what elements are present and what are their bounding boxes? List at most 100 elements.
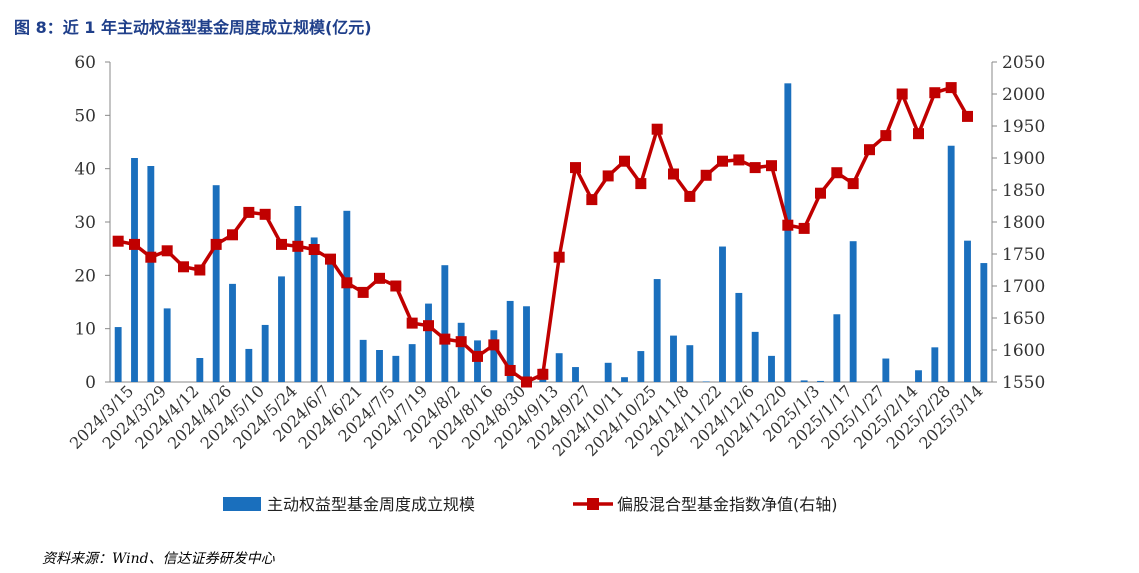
line-point [962, 110, 973, 122]
line-point [504, 364, 516, 376]
line-point [357, 286, 369, 298]
line-point [145, 251, 157, 263]
legend-line-label: 偏股混合型基金指数净值(右轴) [617, 495, 838, 514]
line-point [341, 277, 353, 289]
bar [686, 345, 694, 382]
bar [425, 303, 432, 382]
bar [294, 206, 302, 382]
bar [555, 353, 563, 382]
line-point [276, 238, 287, 250]
line-point [227, 229, 238, 241]
bar [800, 380, 808, 382]
bar [245, 348, 253, 382]
bar [572, 367, 579, 382]
bar [490, 330, 498, 382]
bar [947, 145, 955, 382]
bar [915, 370, 922, 382]
bar [441, 265, 449, 382]
bar [343, 210, 351, 382]
bar [833, 314, 841, 382]
line-point [831, 167, 843, 179]
bar [114, 327, 122, 382]
bar [882, 358, 890, 382]
line-point [798, 222, 810, 234]
right-axis-tick-label: 1900 [1002, 149, 1045, 169]
right-axis-tick-label: 2000 [1002, 85, 1045, 105]
legend-bar-swatch [223, 497, 261, 511]
line-point [570, 162, 581, 174]
x-axis-ticks: 2024/3/152024/3/292024/4/122024/4/262024… [66, 381, 987, 460]
left-axis-tick-label: 50 [74, 106, 96, 126]
bar [702, 381, 710, 382]
line-point [537, 368, 549, 380]
bar [196, 358, 204, 382]
line-point [749, 162, 761, 174]
source-note: 资料来源：Wind、信达证券研发中心 [42, 551, 275, 567]
line-point [700, 169, 712, 181]
line-point [896, 88, 908, 100]
axes: 0 10 20 30 40 50 60 1550 1600 1650 1700 1750 1800 185… [74, 53, 1045, 393]
bar [604, 362, 612, 382]
line-point [439, 333, 451, 345]
bar [817, 380, 824, 382]
chart-title: 图 8：近 1 年主动权益型基金周度成立规模(亿元) [14, 18, 372, 37]
bar [327, 262, 334, 382]
line-point [945, 82, 957, 94]
bar [719, 246, 726, 382]
bar [931, 347, 939, 382]
bar [163, 308, 171, 382]
line-point [374, 272, 385, 284]
bar [735, 292, 743, 382]
bar [457, 322, 465, 382]
line-point [129, 238, 140, 250]
line-point [864, 144, 875, 156]
line-point [602, 170, 614, 182]
right-axis-tick-label: 1600 [1002, 341, 1045, 361]
legend-line-marker [587, 498, 599, 510]
line-point [194, 264, 206, 276]
line-point [635, 178, 647, 190]
line-point [243, 206, 255, 218]
right-axis-tick-label: 1550 [1002, 373, 1045, 393]
line-point [292, 240, 304, 252]
legend-bar-label: 主动权益型基金周度成立规模 [267, 495, 475, 514]
bar [408, 344, 416, 382]
left-axis-tick-label: 10 [74, 320, 96, 340]
line-point [259, 208, 271, 220]
line-point [684, 190, 696, 202]
line-point [308, 244, 320, 256]
bar [147, 166, 155, 382]
line-point [586, 194, 598, 206]
bar [980, 263, 988, 382]
line-point [815, 187, 826, 199]
bar [278, 276, 285, 382]
right-axis-tick-label: 2050 [1002, 53, 1045, 73]
bar [621, 377, 628, 382]
bar-series [114, 83, 988, 382]
right-axis-tick-label: 1800 [1002, 213, 1045, 233]
bar [653, 279, 661, 382]
bar [849, 241, 857, 382]
line-series [112, 82, 973, 388]
line-point [210, 238, 222, 250]
bar [751, 331, 759, 382]
bar [131, 158, 138, 382]
bar [359, 339, 367, 382]
bar [768, 355, 775, 382]
bar [506, 300, 514, 382]
bar [376, 350, 383, 382]
line-point [390, 280, 402, 292]
line-point [472, 350, 483, 362]
line-point [161, 245, 173, 257]
left-axis-tick-label: 0 [85, 373, 96, 393]
right-axis-tick-label: 1750 [1002, 245, 1045, 265]
left-axis-tick-label: 20 [74, 266, 96, 286]
line-point [717, 155, 728, 167]
line-point [423, 320, 434, 332]
line-point [553, 251, 565, 263]
line-point [112, 235, 124, 247]
line-point [488, 339, 500, 351]
bar [212, 185, 220, 382]
right-axis-tick-label: 1850 [1002, 181, 1045, 201]
